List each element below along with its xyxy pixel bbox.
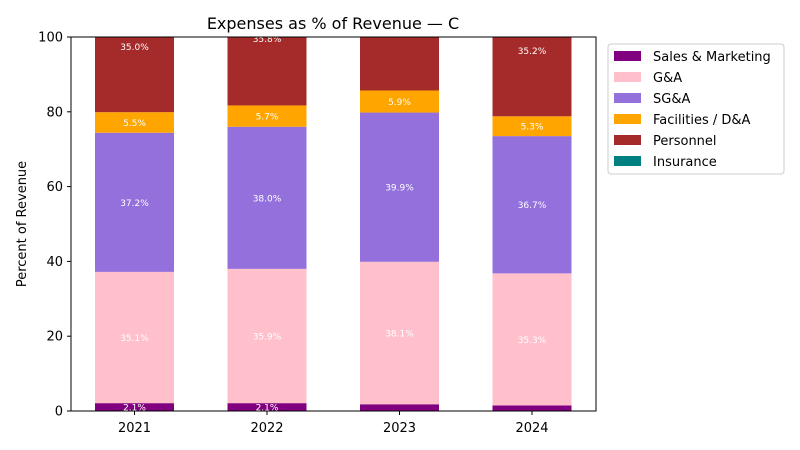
legend-label: Insurance (653, 155, 717, 170)
bar-segment (95, 37, 174, 113)
bar-value-label: 5.5% (123, 119, 146, 129)
bar-segment (360, 112, 439, 262)
x-tick-label: 2021 (118, 421, 151, 436)
bar-value-label: 35.9% (253, 333, 282, 343)
bar-segment (360, 261, 439, 405)
legend-label: SG&A (653, 92, 690, 107)
bar-value-label: 35.3% (518, 336, 547, 346)
bar-segment (227, 37, 307, 106)
legend-swatch (614, 114, 641, 124)
plot-frame (70, 36, 597, 412)
legend-label: Sales & Marketing (653, 50, 771, 65)
y-axis-label: Percent of Revenue (15, 161, 30, 287)
bar-value-label: 35.2% (518, 47, 547, 57)
bar-segment (227, 268, 307, 404)
y-tick-label: 0 (55, 405, 63, 420)
bar-value-label: 36.7% (518, 201, 547, 211)
bar-value-label: 35.8% (253, 35, 282, 45)
bar-segment (360, 37, 439, 91)
bar-value-label: 2.1% (123, 404, 146, 414)
x-tick-label: 2022 (250, 421, 283, 436)
bar-segment (95, 403, 174, 411)
bar-value-label: 5.3% (521, 123, 544, 133)
legend-swatch (614, 93, 641, 103)
bar-segment (95, 132, 174, 272)
y-tick-label: 20 (46, 330, 63, 345)
legend-swatch (614, 51, 641, 61)
y-tick-label: 40 (46, 255, 63, 270)
bar-value-label: 5.7% (256, 113, 279, 123)
y-tick-label: 80 (46, 105, 63, 120)
legend-swatch (614, 156, 641, 166)
bar-segment (492, 116, 572, 137)
legend-frame (607, 43, 785, 175)
bar-value-label: 35.0% (120, 43, 149, 53)
bar-segment (492, 136, 572, 274)
bar-value-label: 38.0% (253, 194, 282, 204)
x-tick-label: 2024 (515, 421, 548, 436)
legend-label: Personnel (653, 134, 717, 149)
bars-group: 2.1% 35.1% 37.2% 5.5% 35.0% 2.1% 35.9% 38.0% 5.7… (95, 35, 572, 414)
bar-value-label: 38.1% (385, 330, 414, 340)
legend-label: G&A (653, 71, 682, 86)
bar-value-label: 35.1% (120, 334, 149, 344)
chart-title: Expenses as % of Revenue — C (207, 14, 459, 33)
bar-segment (360, 404, 439, 411)
bar-segment (227, 105, 307, 127)
bar-segment (492, 405, 572, 411)
bar-value-label: 37.2% (120, 199, 149, 209)
bar-segment (492, 273, 572, 406)
y-tick-label: 100 (38, 31, 63, 46)
bar-segment (492, 37, 572, 117)
bar-segment (227, 403, 307, 411)
axes-group: 0 20 40 60 80 100 2021 2022 2023 2024 (38, 31, 548, 437)
bar-value-label: 5.9% (388, 98, 411, 108)
bar-segment (360, 90, 439, 113)
bar-segment (95, 112, 174, 133)
legend-swatch (614, 135, 641, 145)
legend: Sales & Marketing G&A SG&A Facilities / D&A… (607, 43, 785, 175)
x-tick-label: 2023 (383, 421, 416, 436)
bar-value-label: 2.1% (256, 404, 279, 414)
bar-value-label: 39.9% (385, 184, 414, 194)
legend-label: Facilities / D&A (653, 113, 751, 128)
legend-swatch (614, 72, 641, 82)
bar-segment (95, 271, 174, 404)
y-tick-label: 60 (46, 180, 63, 195)
bar-segment (227, 126, 307, 269)
